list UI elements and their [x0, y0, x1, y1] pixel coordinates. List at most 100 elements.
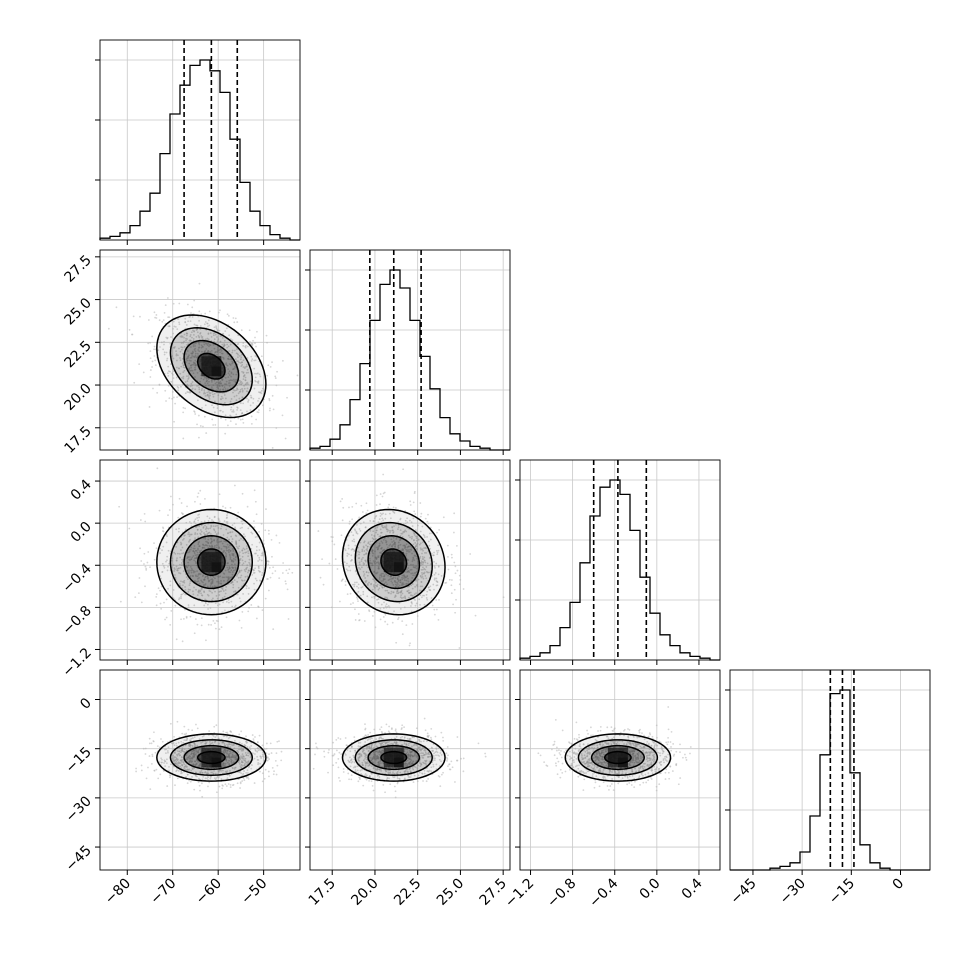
scatter-point	[264, 597, 267, 600]
scatter-point	[198, 436, 200, 439]
scatter-point	[484, 752, 487, 755]
scatter-point	[180, 595, 182, 598]
scatter-point	[359, 741, 362, 744]
scatter-point	[238, 555, 241, 557]
scatter-point	[260, 523, 263, 525]
scatter-point	[139, 315, 141, 318]
scatter-point	[416, 615, 419, 617]
scatter-point	[402, 596, 405, 599]
scatter-point	[384, 517, 387, 520]
scatter-point	[196, 331, 199, 334]
scatter-point	[198, 391, 201, 394]
scatter-point	[169, 623, 172, 626]
contour-line	[196, 750, 226, 765]
scatter-point	[253, 489, 256, 492]
scatter-point	[261, 609, 264, 611]
scatter-point	[196, 533, 199, 535]
scatter-point	[143, 512, 146, 515]
scatter-point	[382, 549, 385, 552]
scatter-point	[226, 777, 229, 780]
scatter-point	[287, 618, 290, 620]
scatter-point	[399, 518, 402, 521]
scatter-point	[225, 585, 228, 588]
scatter-point	[436, 553, 439, 556]
scatter-point	[382, 519, 385, 522]
scatter-point	[257, 763, 260, 766]
scatter-point	[371, 550, 373, 553]
scatter-point	[240, 520, 243, 523]
scatter-point	[172, 396, 175, 399]
scatter-point	[360, 755, 363, 757]
scatter-point	[202, 338, 204, 341]
scatter-point	[183, 346, 186, 348]
scatter-point	[341, 519, 344, 522]
scatter-point	[429, 585, 432, 588]
scatter-point	[190, 569, 192, 572]
scatter-point	[196, 551, 199, 554]
scatter-point	[170, 495, 172, 498]
scatter-point	[385, 606, 388, 609]
scatter-point	[172, 332, 175, 335]
scatter-point	[165, 598, 168, 601]
scatter-point	[434, 567, 436, 569]
scatter-point	[411, 587, 414, 590]
scatter-point	[173, 420, 175, 423]
scatter-point	[425, 552, 428, 554]
scatter-point	[238, 763, 241, 765]
scatter-point	[222, 590, 225, 592]
scatter-point	[406, 550, 408, 553]
scatter-point	[202, 776, 205, 778]
scatter-point	[221, 397, 224, 400]
scatter-point	[380, 572, 383, 575]
scatter-point	[140, 601, 143, 604]
scatter-point	[212, 620, 215, 622]
scatter-point	[458, 574, 461, 577]
scatter-point	[349, 560, 352, 562]
scatter-point	[418, 771, 421, 774]
scatter-point	[236, 343, 239, 346]
scatter-point	[223, 540, 226, 543]
scatter-point	[212, 406, 215, 409]
scatter-point	[203, 546, 206, 549]
scatter-point	[213, 546, 216, 549]
scatter-point	[440, 731, 443, 734]
scatter-point	[462, 757, 465, 760]
scatter-point	[193, 521, 196, 523]
scatter-point	[358, 561, 361, 564]
scatter-point	[254, 372, 256, 375]
scatter-point	[213, 411, 216, 414]
scatter-point	[267, 563, 270, 566]
scatter-point	[426, 732, 429, 735]
scatter-point	[183, 763, 186, 766]
scatter-point	[375, 531, 377, 534]
scatter-point	[241, 361, 244, 364]
scatter-point	[223, 579, 225, 582]
scatter-point	[245, 742, 248, 744]
scatter-point	[242, 378, 245, 381]
scatter-point	[170, 763, 172, 766]
scatter-point	[134, 596, 137, 599]
scatter-point	[225, 600, 228, 603]
scatter-point	[232, 389, 235, 391]
panel-frame	[519, 459, 721, 661]
scatter-point	[419, 557, 421, 560]
scatter-point	[241, 418, 244, 421]
scatter-point	[201, 387, 204, 390]
scatter-point	[241, 412, 244, 414]
scatter-point	[282, 562, 285, 564]
scatter-point	[162, 348, 165, 351]
scatter-point	[248, 606, 250, 609]
scatter-point	[215, 381, 218, 384]
scatter-point	[372, 530, 375, 533]
scatter-point	[230, 743, 233, 745]
scatter-point	[184, 534, 186, 537]
scatter-point	[184, 565, 187, 567]
scatter-point	[178, 572, 180, 574]
scatter-point	[413, 490, 416, 493]
scatter-point	[218, 785, 221, 788]
scatter-point	[186, 569, 189, 572]
scatter-point	[455, 598, 457, 601]
scatter-point	[199, 763, 202, 766]
scatter-point	[180, 580, 182, 583]
scatter-point	[368, 543, 371, 546]
